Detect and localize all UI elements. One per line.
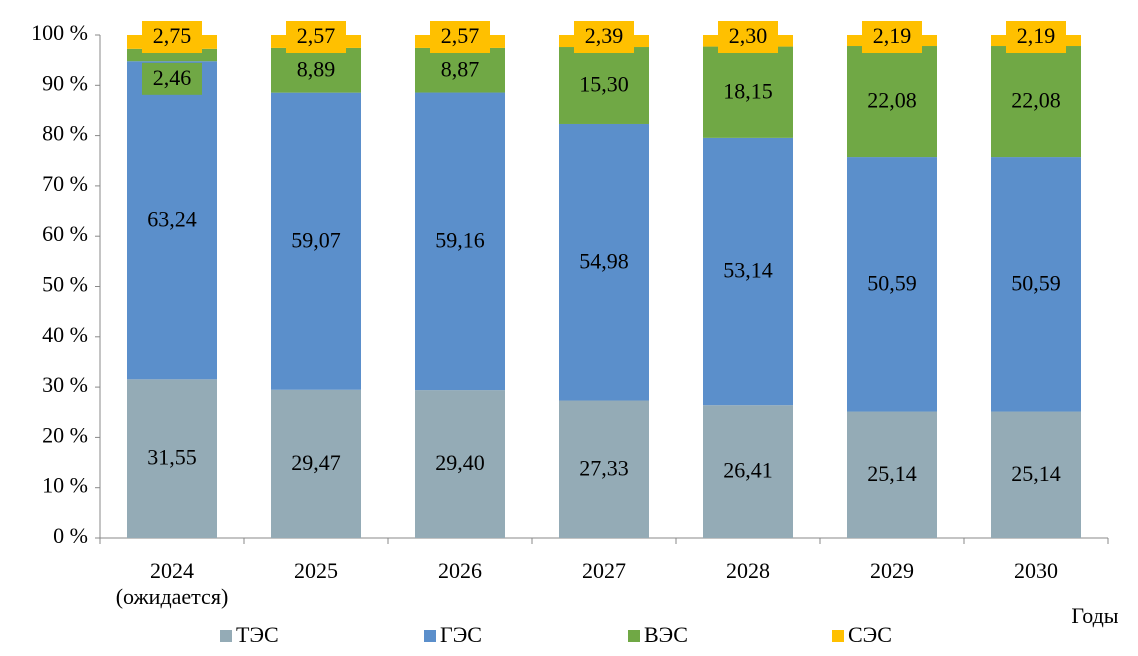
bar-segment [271,47,361,93]
data-label: 29,47 [291,450,341,475]
data-label: 8,89 [297,56,336,81]
data-label: 50,59 [1011,270,1061,295]
data-label: 54,98 [579,248,629,273]
data-label: 2,57 [297,23,336,48]
x-tick-label: 2024 (ожидается) [115,558,229,609]
legend-label: ВЭС [644,622,688,647]
legend-swatch [220,630,232,642]
x-tick-label: 2028 [726,558,770,583]
y-tick-label: 50 % [42,272,88,297]
y-tick-label: 10 % [42,473,88,498]
bar-segment [415,390,505,538]
label-box [1006,21,1066,53]
x-tick-label: 2025 [294,558,338,583]
data-label: 59,07 [291,227,341,252]
label-box [862,21,922,53]
x-tick-label: 2027 [582,558,626,583]
bar-segment [703,137,793,406]
x-tick-label: 2029 [870,558,914,583]
label-box [430,21,490,53]
bar-segment [127,61,217,380]
legend-swatch [628,630,640,642]
data-label: 2,75 [153,23,192,48]
y-tick-label: 0 % [53,523,88,548]
bar-segment [559,47,649,124]
bar-segment [991,157,1081,412]
data-label: 63,24 [147,206,197,231]
data-label: 22,08 [867,88,917,113]
legend-swatch [832,630,844,642]
label-box [286,21,346,53]
bar-segment [847,411,937,538]
data-label: 2,19 [1017,23,1056,48]
bar-segment [271,389,361,538]
x-axis-label: Годы [1071,603,1118,628]
y-tick-label: 20 % [42,422,88,447]
x-tick-label: 2030 [1014,558,1058,583]
y-tick-label: 70 % [42,171,88,196]
data-label: 31,55 [147,445,197,470]
bar-segment [127,379,217,538]
data-label: 2,57 [441,23,480,48]
data-label: 2,39 [585,23,624,48]
data-label: 2,19 [873,23,912,48]
data-label: 26,41 [723,458,773,483]
data-label: 22,08 [1011,88,1061,113]
label-box [574,21,634,53]
data-label: 8,87 [441,56,480,81]
data-label: 25,14 [867,461,917,486]
bar-segment [559,123,649,401]
data-label: 2,30 [729,23,768,48]
bar-segment [271,92,361,390]
legend-label: ТЭС [236,622,279,647]
bar-segment [415,47,505,93]
data-label: 15,30 [579,72,629,97]
bar-segment [991,46,1081,158]
label-box [718,21,778,53]
y-tick-label: 90 % [42,70,88,95]
data-label: 18,15 [723,78,773,103]
bar-segment [847,157,937,412]
data-label: 27,33 [579,455,629,480]
data-label: 25,14 [1011,461,1061,486]
y-tick-label: 30 % [42,372,88,397]
legend-label: ГЭС [440,622,482,647]
y-tick-label: 60 % [42,221,88,246]
x-tick-label: 2026 [438,558,482,583]
legend-swatch [424,630,436,642]
label-box [142,62,202,95]
bar-segment [847,46,937,158]
label-box [142,21,202,53]
data-label: 29,40 [435,450,485,475]
bar-segment [703,405,793,538]
data-label: 53,14 [723,258,773,283]
bar-segment [559,400,649,538]
data-label: 59,16 [435,227,485,252]
legend-label: СЭС [848,622,892,647]
data-label: 2,46 [153,65,192,90]
y-tick-label: 100 % [31,20,88,45]
bar-segment [991,411,1081,538]
y-tick-label: 40 % [42,322,88,347]
data-label: 50,59 [867,270,917,295]
bar-segment [703,46,793,138]
y-tick-label: 80 % [42,121,88,146]
bar-segment [415,92,505,391]
